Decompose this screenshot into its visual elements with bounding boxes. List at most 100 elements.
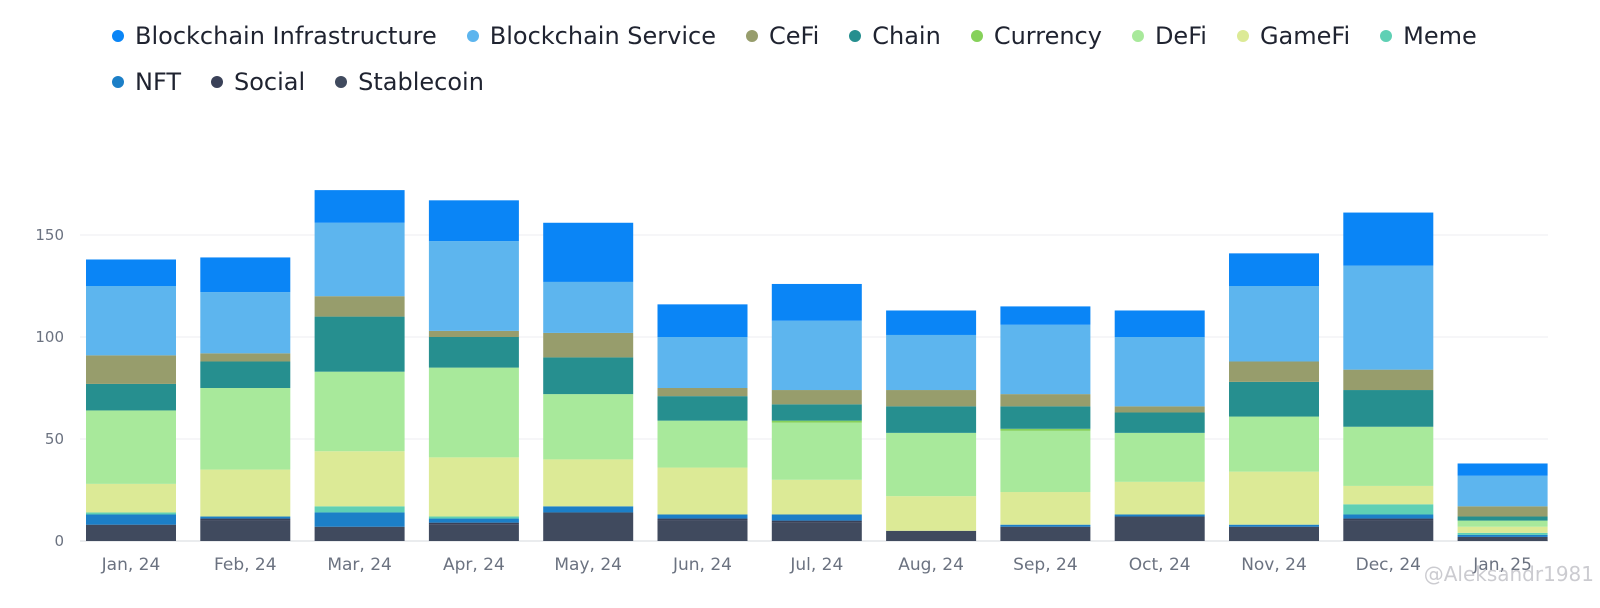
bar-segment-cefi[interactable] bbox=[1343, 369, 1434, 391]
bar-segment-blockchain-service[interactable] bbox=[1000, 324, 1091, 395]
bar-segment-blockchain-service[interactable] bbox=[314, 222, 405, 297]
legend-item-blockchain-infrastructure[interactable]: Blockchain Infrastructure bbox=[112, 20, 437, 52]
bar-segment-cefi[interactable] bbox=[200, 353, 291, 362]
bar-segment-chain[interactable] bbox=[1114, 412, 1205, 433]
bar-segment-social[interactable] bbox=[428, 522, 519, 525]
bar-segment-cefi[interactable] bbox=[771, 390, 862, 405]
bar-segment-blockchain-service[interactable] bbox=[200, 292, 291, 354]
bar-segment-blockchain-service[interactable] bbox=[657, 337, 748, 388]
bar-segment-blockchain-infrastructure[interactable] bbox=[428, 200, 519, 242]
bar-segment-chain[interactable] bbox=[1343, 390, 1434, 427]
bar-segment-stablecoin[interactable] bbox=[200, 520, 291, 541]
bar-segment-chain[interactable] bbox=[1229, 381, 1319, 417]
bar-segment-defi[interactable] bbox=[86, 410, 176, 484]
bar-segment-social[interactable] bbox=[771, 520, 862, 523]
bar-segment-defi[interactable] bbox=[314, 371, 405, 452]
bar-segment-cefi[interactable] bbox=[886, 390, 977, 407]
bar-stack-feb-24[interactable] bbox=[200, 257, 291, 541]
bar-segment-nft[interactable] bbox=[1457, 534, 1548, 537]
bar-segment-defi[interactable] bbox=[886, 432, 977, 497]
bar-segment-blockchain-infrastructure[interactable] bbox=[1229, 253, 1319, 286]
bar-segment-chain[interactable] bbox=[1457, 516, 1548, 521]
bar-segment-cefi[interactable] bbox=[543, 332, 634, 358]
bar-segment-blockchain-infrastructure[interactable] bbox=[543, 222, 634, 282]
bar-stack-apr-24[interactable] bbox=[428, 200, 519, 541]
bar-segment-cefi[interactable] bbox=[428, 330, 519, 337]
bar-stack-sep-24[interactable] bbox=[1000, 306, 1091, 541]
bar-segment-defi[interactable] bbox=[428, 367, 519, 458]
bar-segment-defi[interactable] bbox=[1457, 520, 1548, 527]
bar-segment-defi[interactable] bbox=[1000, 430, 1091, 493]
bar-segment-gamefi[interactable] bbox=[428, 457, 519, 517]
bar-segment-stablecoin[interactable] bbox=[657, 520, 748, 541]
bar-segment-defi[interactable] bbox=[200, 388, 291, 470]
bar-segment-nft[interactable] bbox=[543, 506, 634, 513]
bar-segment-stablecoin[interactable] bbox=[86, 524, 176, 541]
bar-segment-meme[interactable] bbox=[86, 512, 176, 515]
legend-item-defi[interactable]: DeFi bbox=[1131, 20, 1207, 52]
bar-segment-blockchain-service[interactable] bbox=[1343, 265, 1434, 370]
bar-segment-gamefi[interactable] bbox=[1000, 492, 1091, 525]
bar-segment-cefi[interactable] bbox=[86, 355, 176, 384]
bar-segment-social[interactable] bbox=[1343, 518, 1434, 521]
bar-segment-gamefi[interactable] bbox=[1343, 485, 1434, 505]
bar-segment-stablecoin[interactable] bbox=[1000, 526, 1091, 541]
bar-segment-blockchain-infrastructure[interactable] bbox=[771, 283, 862, 321]
bar-segment-cefi[interactable] bbox=[1000, 394, 1091, 407]
bar-stack-jan-24[interactable] bbox=[86, 259, 176, 541]
bar-segment-defi[interactable] bbox=[1343, 426, 1434, 486]
bar-segment-defi[interactable] bbox=[543, 394, 634, 460]
bar-segment-meme[interactable] bbox=[1457, 532, 1548, 535]
bar-segment-defi[interactable] bbox=[1114, 432, 1205, 482]
bar-segment-chain[interactable] bbox=[428, 337, 519, 368]
legend-item-stablecoin[interactable]: Stablecoin bbox=[335, 66, 484, 98]
bar-segment-gamefi[interactable] bbox=[657, 467, 748, 515]
bar-segment-blockchain-infrastructure[interactable] bbox=[200, 257, 291, 293]
bar-segment-defi[interactable] bbox=[1229, 416, 1319, 472]
legend-item-nft[interactable]: NFT bbox=[112, 66, 181, 98]
bar-segment-blockchain-infrastructure[interactable] bbox=[314, 190, 405, 223]
bar-segment-meme[interactable] bbox=[1343, 504, 1434, 515]
legend-item-cefi[interactable]: CeFi bbox=[746, 20, 819, 52]
bar-segment-defi[interactable] bbox=[771, 422, 862, 480]
bar-segment-blockchain-service[interactable] bbox=[771, 320, 862, 391]
bar-stack-jun-24[interactable] bbox=[657, 304, 748, 541]
bar-segment-stablecoin[interactable] bbox=[886, 530, 977, 541]
bar-stack-nov-24[interactable] bbox=[1229, 253, 1319, 541]
bar-segment-stablecoin[interactable] bbox=[314, 526, 405, 541]
bar-segment-gamefi[interactable] bbox=[200, 469, 291, 517]
bar-segment-cefi[interactable] bbox=[657, 388, 748, 397]
bar-segment-blockchain-infrastructure[interactable] bbox=[657, 304, 748, 337]
bar-segment-gamefi[interactable] bbox=[543, 459, 634, 507]
legend-item-blockchain-service[interactable]: Blockchain Service bbox=[466, 20, 716, 52]
legend-item-currency[interactable]: Currency bbox=[970, 20, 1102, 52]
bar-segment-gamefi[interactable] bbox=[771, 479, 862, 515]
bar-segment-defi[interactable] bbox=[657, 420, 748, 468]
bar-segment-blockchain-infrastructure[interactable] bbox=[1000, 306, 1091, 325]
bar-segment-currency[interactable] bbox=[771, 420, 862, 423]
bar-segment-nft[interactable] bbox=[1229, 524, 1319, 527]
bar-segment-cefi[interactable] bbox=[314, 296, 405, 317]
bar-segment-blockchain-infrastructure[interactable] bbox=[1457, 463, 1548, 476]
bar-stack-may-24[interactable] bbox=[543, 222, 634, 541]
bar-stack-oct-24[interactable] bbox=[1114, 310, 1205, 541]
bar-segment-nft[interactable] bbox=[657, 514, 748, 519]
bar-segment-social[interactable] bbox=[200, 518, 291, 521]
bar-segment-blockchain-service[interactable] bbox=[1114, 337, 1205, 407]
legend-item-meme[interactable]: Meme bbox=[1380, 20, 1477, 52]
bar-segment-chain[interactable] bbox=[771, 404, 862, 421]
bar-segment-blockchain-service[interactable] bbox=[1457, 475, 1548, 507]
legend-item-chain[interactable]: Chain bbox=[849, 20, 941, 52]
bar-segment-nft[interactable] bbox=[1000, 524, 1091, 527]
legend-item-social[interactable]: Social bbox=[211, 66, 305, 98]
bar-segment-stablecoin[interactable] bbox=[771, 522, 862, 541]
bar-segment-gamefi[interactable] bbox=[86, 483, 176, 513]
bar-segment-chain[interactable] bbox=[200, 361, 291, 388]
bar-segment-blockchain-infrastructure[interactable] bbox=[1114, 310, 1205, 337]
bar-segment-stablecoin[interactable] bbox=[543, 512, 634, 541]
bar-segment-nft[interactable] bbox=[314, 512, 405, 527]
bar-segment-stablecoin[interactable] bbox=[428, 524, 519, 541]
bar-segment-cefi[interactable] bbox=[1229, 361, 1319, 382]
bar-segment-chain[interactable] bbox=[86, 383, 176, 411]
bar-segment-gamefi[interactable] bbox=[1114, 481, 1205, 515]
